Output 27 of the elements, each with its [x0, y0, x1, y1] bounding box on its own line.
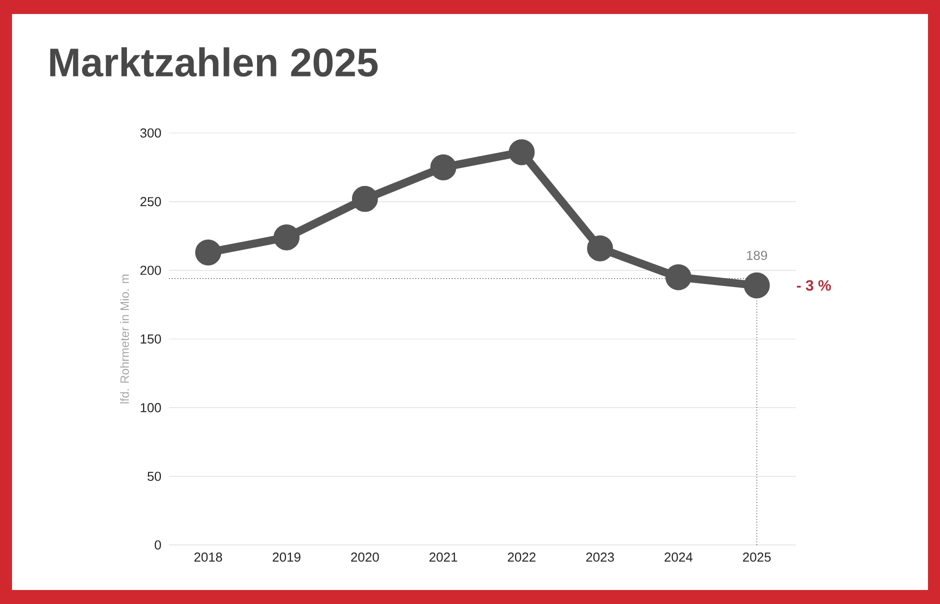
x-tick-label: 2018	[194, 552, 222, 562]
x-tick-label: 2022	[508, 552, 536, 562]
point	[587, 235, 614, 262]
point	[665, 264, 692, 290]
x-tick-label: 2025	[743, 552, 771, 562]
point	[352, 186, 378, 212]
x-tick-label: 2019	[272, 552, 300, 562]
x-tick-label: 2021	[430, 552, 458, 562]
y-tick-label: 250	[140, 197, 161, 206]
y-axis-title: lfd. Rohrmeter in Mio. m	[120, 274, 129, 404]
point	[508, 139, 535, 166]
annotation: - 3 %	[796, 280, 831, 291]
x-tick-label: 2024	[664, 552, 693, 562]
point	[744, 272, 770, 298]
point	[195, 239, 222, 266]
data-label: 189	[746, 250, 768, 260]
y-tick-label: 0	[154, 540, 161, 550]
y-tick-label: 150	[140, 334, 161, 344]
x-tick-label: 2020	[351, 552, 379, 562]
y-tick-label: 300	[140, 128, 161, 138]
y-tick-label: 100	[140, 403, 161, 412]
x-tick-label: 2023	[586, 552, 614, 562]
point	[430, 154, 456, 180]
y-tick-label: 50	[148, 472, 161, 481]
y-tick-label: 200	[140, 266, 161, 275]
point	[274, 224, 300, 250]
chart-title: Marktzahlen 2025	[50, 47, 378, 77]
